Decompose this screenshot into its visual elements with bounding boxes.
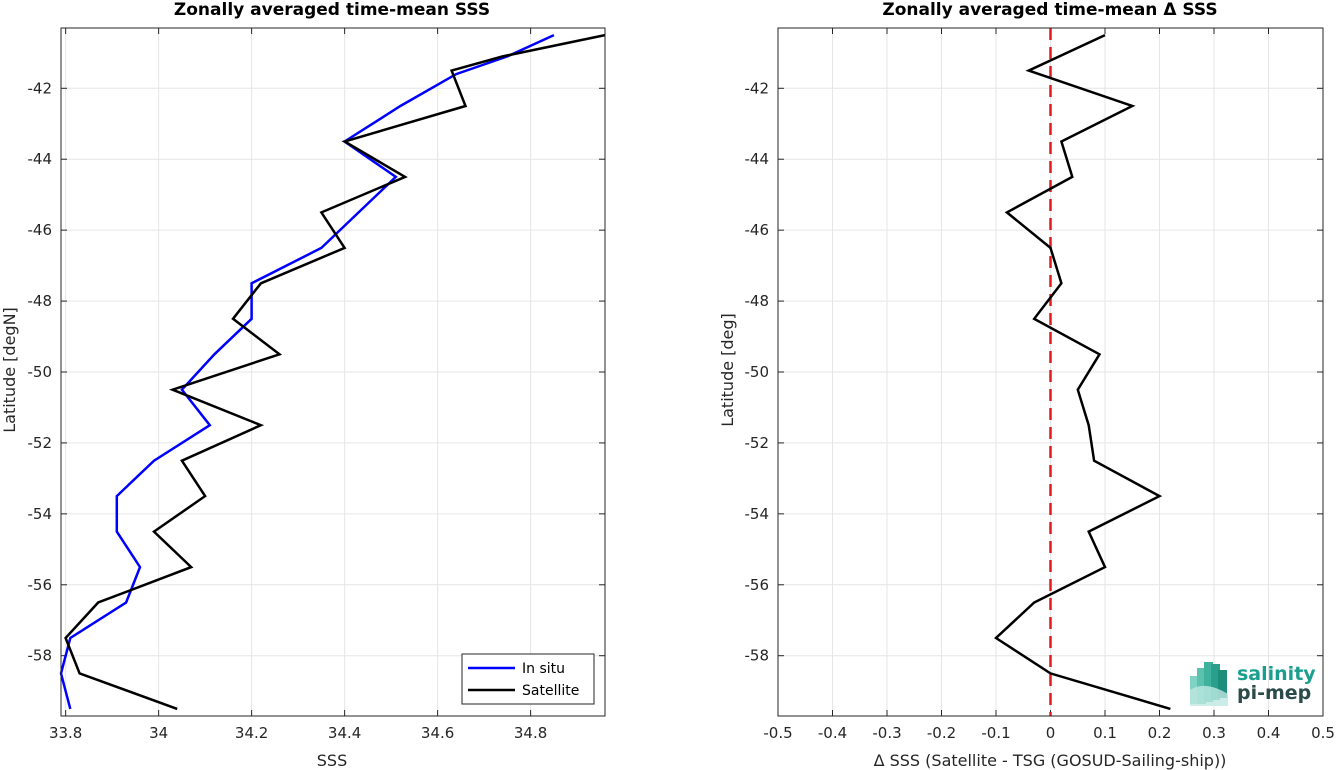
x-tick-label: 0: [1046, 724, 1056, 742]
y-tick-label: -48: [28, 292, 53, 310]
series-lines: [993, 33, 1171, 711]
sss-panel: Zonally averaged time-mean SSS 33.8 34 34.…: [0, 0, 606, 770]
series-lines: [59, 33, 606, 711]
x-axis-label: Δ SSS (Satellite - TSG (GOSUD-Sailing-sh…: [874, 751, 1227, 770]
axes-frame: [60, 27, 606, 717]
wave-bars-icon: [1190, 662, 1228, 706]
chart-title: Zonally averaged time-mean SSS: [174, 0, 490, 20]
x-tick-label: 34.8: [514, 724, 547, 742]
x-tick-label: 0.3: [1202, 724, 1226, 742]
y-axis-label: Latitude [degN]: [0, 307, 19, 433]
axes-frame: [777, 27, 1324, 717]
y-tick-label: -54: [28, 505, 53, 523]
x-tick-label: -0.3: [872, 724, 901, 742]
y-tick-label: -58: [745, 647, 770, 665]
legend-box: [461, 653, 595, 705]
x-tick-label: 34.4: [328, 724, 361, 742]
delta-sss-panel: Zonally averaged time-mean Δ SSS -0.5 -0.…: [718, 0, 1335, 770]
y-tick-label: -50: [28, 363, 53, 381]
y-tick-label: -48: [745, 292, 770, 310]
y-tick-label: -46: [28, 221, 53, 239]
salinity-pi-mep-logo: salinity pi-mep: [1190, 662, 1316, 706]
x-tick-label: 33.8: [49, 724, 82, 742]
y-tick-label: -52: [745, 434, 770, 452]
x-tick-label: 0.1: [1093, 724, 1117, 742]
y-tick-labels: -42 -44 -46 -48 -50 -52 -54 -56 -58: [28, 79, 53, 664]
grid-lines: [61, 28, 605, 716]
y-tick-label: -42: [745, 79, 770, 97]
y-tick-label: -56: [28, 576, 53, 594]
x-tick-label: 0.2: [1148, 724, 1172, 742]
x-tick-label: 0.4: [1257, 724, 1281, 742]
x-tick-label: -0.2: [927, 724, 956, 742]
y-tick-label: -56: [745, 576, 770, 594]
logo-text-salinity: salinity: [1237, 663, 1316, 685]
y-tick-label: -42: [28, 79, 53, 97]
series-line-satellite: [64, 33, 606, 711]
y-tick-label: -46: [745, 221, 770, 239]
series-line-delta-sss: [993, 33, 1171, 711]
legend: In situ Satellite: [461, 653, 595, 705]
y-axis-label: Latitude [deg]: [718, 313, 737, 427]
x-tick-label: 34.2: [235, 724, 268, 742]
y-tick-labels: -42 -44 -46 -48 -50 -52 -54 -56 -58: [745, 79, 770, 664]
legend-label-satellite: Satellite: [522, 683, 579, 699]
y-tick-label: -44: [745, 150, 770, 168]
y-tick-label: -58: [28, 647, 53, 665]
legend-label-in-situ: In situ: [522, 661, 565, 677]
x-tick-labels: 33.8 34 34.2 34.4 34.6 34.8: [49, 724, 547, 742]
x-tick-label: -0.1: [981, 724, 1010, 742]
chart-title: Zonally averaged time-mean Δ SSS: [882, 0, 1217, 20]
x-tick-label: 34.6: [421, 724, 454, 742]
x-tick-label: -0.5: [763, 724, 792, 742]
x-tick-label: -0.4: [818, 724, 847, 742]
x-tick-label: 34: [149, 724, 168, 742]
y-tick-label: -50: [745, 363, 770, 381]
x-tick-labels: -0.5 -0.4 -0.3 -0.2 -0.1 0 0.1 0.2 0.3 0.4 0.5: [763, 724, 1335, 742]
y-tick-label: -52: [28, 434, 53, 452]
y-tick-label: -54: [745, 505, 770, 523]
x-axis-label: SSS: [317, 751, 347, 770]
y-tick-label: -44: [28, 150, 53, 168]
logo-text-pi-mep: pi-mep: [1237, 682, 1311, 704]
x-tick-label: 0.5: [1311, 724, 1335, 742]
